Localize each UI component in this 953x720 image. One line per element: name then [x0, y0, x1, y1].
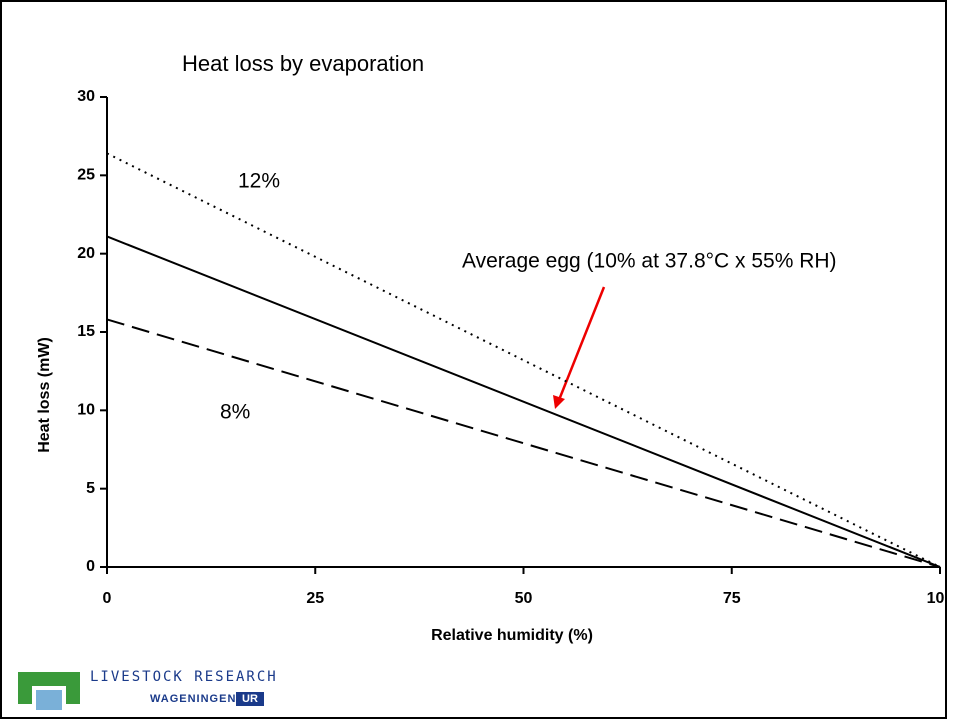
line-series: [106, 152, 941, 568]
logo-text: WAGENINGEN: [150, 693, 236, 705]
annotation: Average egg (10% at 37.8°C x 55% RH): [462, 250, 837, 273]
x-tick-label: 25: [306, 590, 324, 607]
logo-badge: UR: [242, 693, 258, 705]
y-tick-label: 15: [77, 323, 95, 340]
x-tick-label: 0: [103, 590, 112, 607]
y-tick-label: 25: [77, 167, 95, 184]
y-tick-label: 30: [77, 88, 95, 105]
y-axis-label: Heat loss (mW): [36, 337, 53, 453]
y-tick-label: 20: [77, 245, 95, 262]
y-tick-label: 5: [86, 480, 95, 497]
chart-title: Heat loss by evaporation: [182, 51, 424, 76]
logo: LIVESTOCK RESEARCH WAGENINGEN UR: [18, 669, 278, 710]
annotation: 12%: [238, 170, 280, 193]
x-tick-labels: 0 25 50 75 100: [103, 590, 953, 607]
y-tick-label: 0: [86, 558, 95, 575]
line-series: [106, 235, 941, 568]
annotation: 8%: [220, 401, 250, 424]
logo-text: LIVESTOCK RESEARCH: [90, 669, 278, 685]
x-tick-label: 75: [723, 590, 741, 607]
x-axis-label: Relative humidity (%): [431, 627, 593, 644]
y-tick-label: 10: [77, 402, 95, 419]
line-series: [106, 318, 941, 568]
x-tick-label: 50: [515, 590, 533, 607]
x-tick-label: 100: [927, 590, 953, 607]
